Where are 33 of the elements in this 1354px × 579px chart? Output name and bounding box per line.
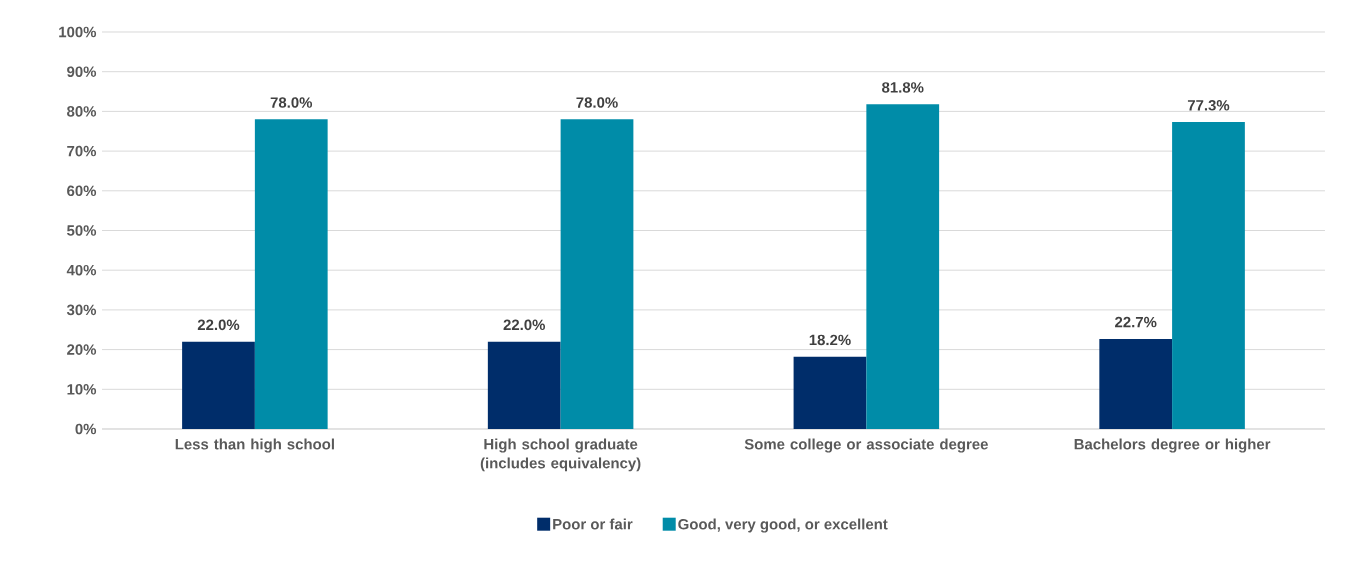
data-label: 78.0% [576,97,618,108]
bar [793,356,867,429]
bar [487,341,561,429]
data-label: 77.3% [1187,99,1230,111]
x-tick-label: Bachelors degree or higher [1074,438,1271,453]
bar [182,341,255,429]
y-tick-label: 20% [67,344,97,355]
y-tick-label: 30% [66,304,97,316]
data-label: 22.0% [503,319,546,331]
y-tick-label: 70% [67,145,97,157]
data-label: 78.0% [270,97,313,108]
bar [254,119,328,429]
y-tick-label: 80% [67,106,97,117]
y-tick-label: 60% [67,185,97,197]
data-label: 81.8% [882,82,924,93]
y-tick-label: 90% [67,66,97,77]
y-tick-label: 100% [59,26,97,38]
y-tick-label: 50% [67,225,97,236]
y-tick-label: 0% [75,423,97,435]
x-tick-label: High school graduate (includes equivalency) [480,438,641,472]
bar [1099,338,1173,429]
bar [560,119,634,429]
y-tick-label: 40% [66,264,97,276]
data-label: 18.2% [809,334,851,346]
bar [1172,122,1245,429]
x-tick-label: Less than high school [175,438,334,453]
y-tick-label: 10% [67,384,97,395]
bar [866,104,940,429]
legend-label: Good, very good, or excellent [678,518,888,533]
legend-label: Poor or fair [553,518,633,530]
x-tick-label: Some college or associate degree [744,438,988,453]
data-label: 22.7% [1115,316,1157,328]
data-label: 22.0% [197,319,240,331]
